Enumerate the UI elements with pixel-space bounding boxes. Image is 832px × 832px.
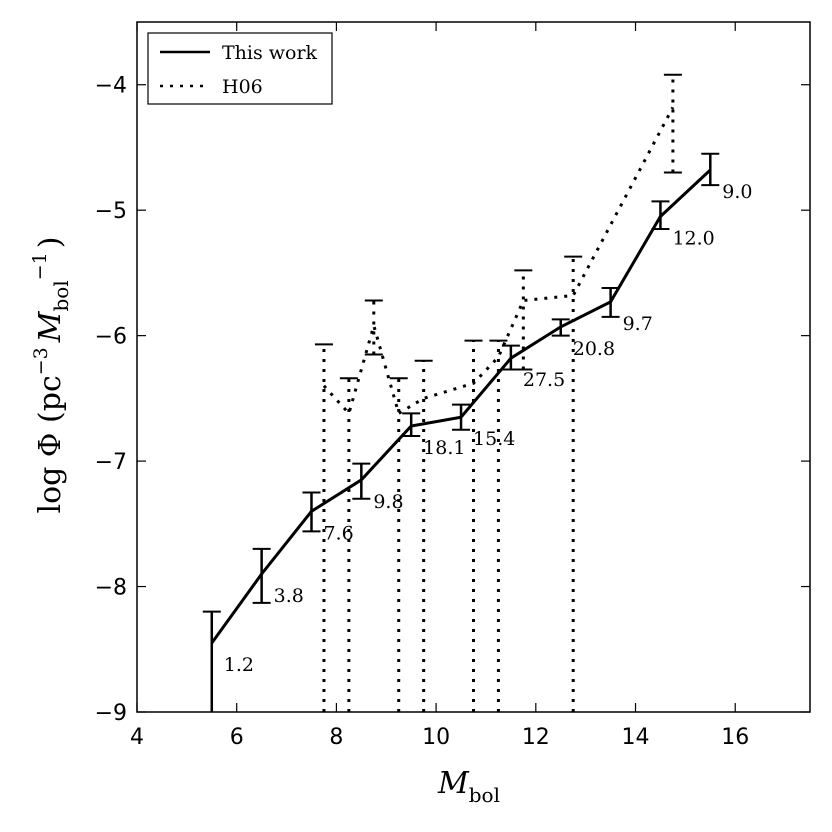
data-label: 18.1 xyxy=(423,437,465,459)
data-label: 3.8 xyxy=(274,585,304,607)
data-label: 1.2 xyxy=(224,654,254,676)
y-axis-label-prefix: log Φ (pc xyxy=(33,375,68,513)
x-tick-label: 6 xyxy=(230,725,244,750)
data-label: 9.7 xyxy=(623,313,653,335)
x-tick-label: 8 xyxy=(329,725,343,750)
y-tick-label: −9 xyxy=(95,701,127,726)
y-axis-label-superscript-1: −3 xyxy=(30,347,52,375)
y-axis-label-mid: M xyxy=(33,310,68,343)
y-tick-label: −8 xyxy=(95,576,127,601)
series-layer: 1.2 3.8 7.6 9.8 18.1 15.4 27.5 20.8 9.7 12.0 9.0 xyxy=(202,73,753,712)
series-this-work: 1.2 3.8 7.6 9.8 18.1 15.4 27.5 20.8 9.7 12.0 9.0 xyxy=(202,152,753,712)
series-line-h06 xyxy=(322,106,675,417)
x-tick-label: 16 xyxy=(721,725,749,750)
y-tick-label: −6 xyxy=(95,325,127,350)
x-tick-label: 12 xyxy=(522,725,550,750)
plot-frame xyxy=(136,21,811,713)
legend: This work H06 xyxy=(147,32,333,105)
data-label: 9.8 xyxy=(373,491,403,513)
x-tick-label: 4 xyxy=(130,725,144,750)
y-axis-label: log Φ (pc−3 Mbol−1) xyxy=(29,237,73,514)
legend-box xyxy=(147,32,333,105)
series-h06 xyxy=(314,73,682,712)
data-label: 7.6 xyxy=(323,522,353,544)
tick-layer: 4 6 8 10 12 14 16 −9 −8 −7 −6 −5 −4 xyxy=(95,22,810,750)
y-axis-label-superscript-2: −1 xyxy=(29,252,51,280)
x-tick-label: 14 xyxy=(622,725,650,750)
x-tick-label: 10 xyxy=(422,725,450,750)
data-label: 20.8 xyxy=(573,338,615,360)
y-axis-label-subscript: bol xyxy=(49,280,73,311)
x-axis-label-main: M xyxy=(437,766,470,801)
x-axis-label-subscript: bol xyxy=(469,783,500,807)
series-line-this-work xyxy=(210,168,712,644)
y-axis-label-suffix: ) xyxy=(33,237,68,249)
data-label: 9.0 xyxy=(722,181,752,203)
data-label: 27.5 xyxy=(523,369,565,391)
data-label: 12.0 xyxy=(672,227,714,249)
x-axis-label: Mbol xyxy=(437,766,500,807)
y-tick-label: −7 xyxy=(95,450,127,475)
legend-label-this-work: This work xyxy=(222,42,318,64)
y-tick-label: −5 xyxy=(95,199,127,224)
data-label: 15.4 xyxy=(473,428,515,450)
y-tick-label: −4 xyxy=(95,74,127,99)
legend-label-h06: H06 xyxy=(222,76,263,98)
